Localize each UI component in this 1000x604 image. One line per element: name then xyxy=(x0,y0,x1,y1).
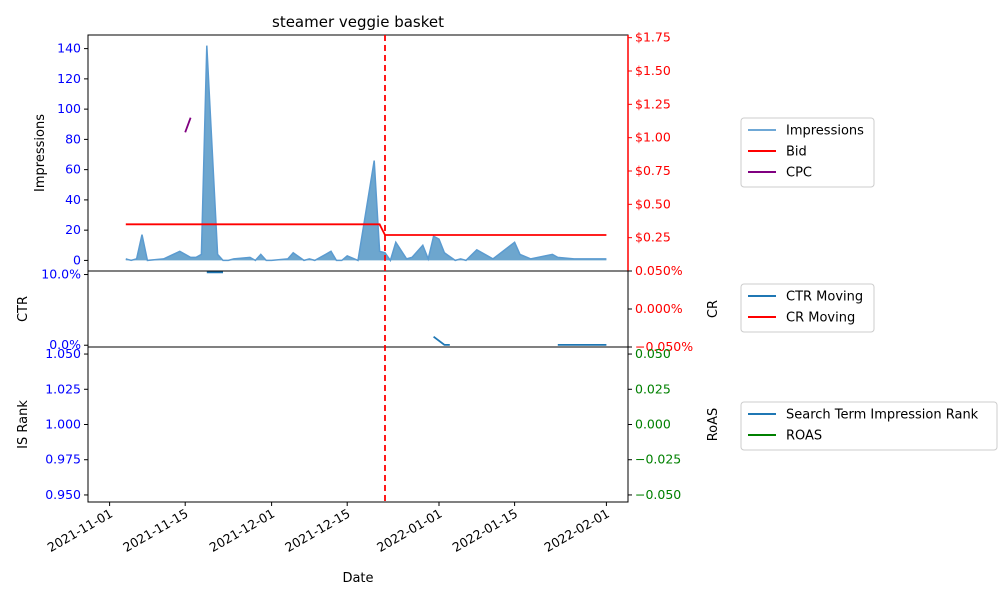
y-tick-label-middle: 0.0% xyxy=(49,337,81,352)
legend-box-bottom xyxy=(740,401,998,451)
plot-frame-bottom xyxy=(87,346,629,503)
right-tick-label-middle: −0.050% xyxy=(635,339,693,354)
x-tick-label: 2021-12-01 xyxy=(207,506,277,555)
series-impressions-area xyxy=(125,45,607,261)
y-tick-label-bottom: 0.950 xyxy=(45,487,81,502)
y-tick-label-top: 0 xyxy=(73,252,81,267)
right-axis-label-middle: CR xyxy=(706,300,721,318)
x-tick-label: 2021-11-01 xyxy=(45,506,115,555)
y-tick-label-bottom: 1.000 xyxy=(45,417,81,432)
y-tick-label-top: 120 xyxy=(57,71,81,86)
panel-top: 0 20 40 60 80 100 120 140 $0.25 $0.50 $0.75 $1.00 $1… xyxy=(33,30,671,272)
legend-label: Impressions xyxy=(786,124,864,139)
y-tick-label-middle: 10.0% xyxy=(41,267,81,282)
right-tick-label-top: $0.25 xyxy=(635,230,671,245)
right-tick-label-middle: 0.050% xyxy=(635,263,683,278)
legend-label: ROAS xyxy=(786,429,822,444)
right-tick-label-top: $1.75 xyxy=(635,30,671,45)
legend-label: Bid xyxy=(786,145,807,160)
x-tick-label: 2022-01-01 xyxy=(374,506,444,555)
legend-label: CPC xyxy=(786,166,812,181)
right-axis-label-bottom: RoAS xyxy=(706,408,721,442)
panel-middle: 0.0% 10.0% −0.050% 0.000% 0.050% CTR CR xyxy=(16,263,721,354)
chart-title: steamer veggie basket xyxy=(272,13,444,31)
x-tick-label: 2021-12-15 xyxy=(282,506,352,555)
right-tick-label-top: $1.50 xyxy=(635,63,671,78)
y-tick-label-top: 20 xyxy=(65,222,81,237)
legend-box-top xyxy=(740,117,875,188)
series-impressions-line xyxy=(125,45,607,263)
legend-middle: CTR Moving CR Moving xyxy=(740,283,875,333)
panel-bottom: 0.950 0.975 1.000 1.025 1.050 −0.050 −0.025 0.0… xyxy=(16,346,721,503)
right-tick-label-bottom: −0.050 xyxy=(635,487,681,502)
series-bid-segment-0 xyxy=(125,223,607,236)
x-tick-label: 2021-11-15 xyxy=(120,506,190,555)
y-tick-label-top: 80 xyxy=(65,131,81,146)
right-tick-label-bottom: −0.025 xyxy=(635,452,681,467)
x-axis-label: Date xyxy=(342,571,373,586)
right-tick-label-top: $0.75 xyxy=(635,163,671,178)
y-axis-label-top: Impressions xyxy=(33,114,48,192)
right-tick-label-top: $1.00 xyxy=(635,130,671,145)
legend-label: CR Moving xyxy=(786,311,855,326)
y-axis-label-middle: CTR xyxy=(16,296,31,322)
y-tick-label-bottom: 1.025 xyxy=(45,381,81,396)
y-tick-label-bottom: 1.050 xyxy=(45,346,81,361)
right-tick-label-top: $1.25 xyxy=(635,96,671,111)
plot-frame-middle xyxy=(87,270,629,348)
right-tick-label-bottom: 0.000 xyxy=(635,417,671,432)
legend-label: CTR Moving xyxy=(786,290,863,305)
y-tick-label-top: 100 xyxy=(57,101,81,116)
series-cpc-segment-0 xyxy=(184,117,192,133)
legend-top: Impressions Bid CPC xyxy=(740,117,875,188)
series-ctr-moving-segment-1 xyxy=(433,335,450,346)
y-tick-label-top: 60 xyxy=(65,162,81,177)
legend-label: Search Term Impression Rank xyxy=(786,408,979,423)
x-tick-label: 2022-02-01 xyxy=(541,506,611,555)
right-tick-label-bottom: 0.050 xyxy=(635,346,671,361)
y-axis-label-bottom: IS Rank xyxy=(16,400,31,449)
y-tick-label-bottom: 0.975 xyxy=(45,452,81,467)
y-tick-label-top: 140 xyxy=(57,41,81,56)
right-tick-label-bottom: 0.025 xyxy=(635,381,671,396)
x-tick-label: 2022-01-15 xyxy=(450,506,520,555)
legend-bottom: Search Term Impression Rank ROAS xyxy=(740,401,998,451)
right-tick-label-top: $0.50 xyxy=(635,196,671,211)
right-tick-label-middle: 0.000% xyxy=(635,301,683,316)
y-tick-label-top: 40 xyxy=(65,192,81,207)
